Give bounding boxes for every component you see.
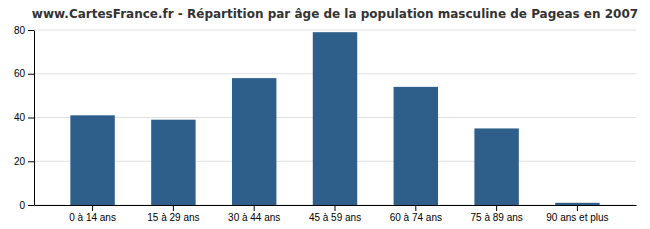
chart-container: www.CartesFrance.fr - Répartition par âg… (0, 0, 650, 229)
bar (232, 78, 276, 205)
plot: 0 20 40 60 80 0 à 14 ans 15 à 29 ans 30 à 44 an… (14, 25, 637, 223)
y-tick-mark (28, 205, 34, 206)
x-tick-mark (173, 205, 174, 211)
y-tick-label: 0 (19, 200, 25, 211)
x-tick-mark (254, 205, 255, 211)
x-axis: 0 à 14 ans 15 à 29 ans 30 à 44 ans 45 à 59 … (35, 205, 637, 223)
y-tick-label: 60 (14, 68, 26, 79)
x-tick-label: 75 à 89 ans (470, 212, 522, 223)
y-tick: 20 (14, 156, 34, 167)
bar (555, 203, 599, 205)
y-axis: 0 20 40 60 80 (14, 25, 35, 211)
title: www.CartesFrance.fr - Répartition par âg… (32, 7, 638, 21)
x-tick-mark (415, 205, 416, 211)
x-tick-label: 0 à 14 ans (69, 212, 116, 223)
y-tick: 0 (19, 200, 34, 211)
grid (34, 30, 636, 205)
y-tick-mark (28, 74, 34, 75)
y-tick: 40 (14, 112, 34, 123)
y-tick: 80 (14, 25, 34, 36)
x-tick: 15 à 29 ans (147, 205, 199, 223)
x-tick-label: 90 ans et plus (546, 212, 608, 223)
y-tick-mark (28, 161, 34, 162)
x-tick: 30 à 44 ans (228, 205, 280, 223)
y-tick-label: 40 (14, 112, 26, 123)
x-tick-label: 60 à 74 ans (390, 212, 442, 223)
chart-svg: www.CartesFrance.fr - Répartition par âg… (0, 0, 650, 229)
grid-line (34, 30, 636, 31)
x-tick: 0 à 14 ans (69, 205, 116, 223)
bar (394, 87, 438, 205)
x-tick: 60 à 74 ans (390, 205, 442, 223)
x-tick: 75 à 89 ans (470, 205, 522, 223)
x-tick-mark (335, 205, 336, 211)
x-tick: 90 ans et plus (546, 205, 608, 223)
y-tick-mark (28, 118, 34, 119)
x-tick-mark (577, 205, 578, 211)
x-tick-label: 15 à 29 ans (147, 212, 199, 223)
bar (474, 128, 518, 205)
bars (70, 32, 599, 205)
x-tick-mark (496, 205, 497, 211)
bar (70, 115, 114, 205)
y-tick-mark (28, 30, 34, 31)
x-tick-label: 30 à 44 ans (228, 212, 280, 223)
bar (151, 120, 195, 205)
x-tick: 45 à 59 ans (309, 205, 361, 223)
x-tick-mark (92, 205, 93, 211)
y-tick: 60 (14, 68, 34, 79)
x-tick-label: 45 à 59 ans (309, 212, 361, 223)
y-axis-line (34, 31, 35, 206)
y-tick-label: 20 (14, 156, 26, 167)
y-tick-label: 80 (14, 25, 26, 36)
bar (313, 32, 357, 205)
